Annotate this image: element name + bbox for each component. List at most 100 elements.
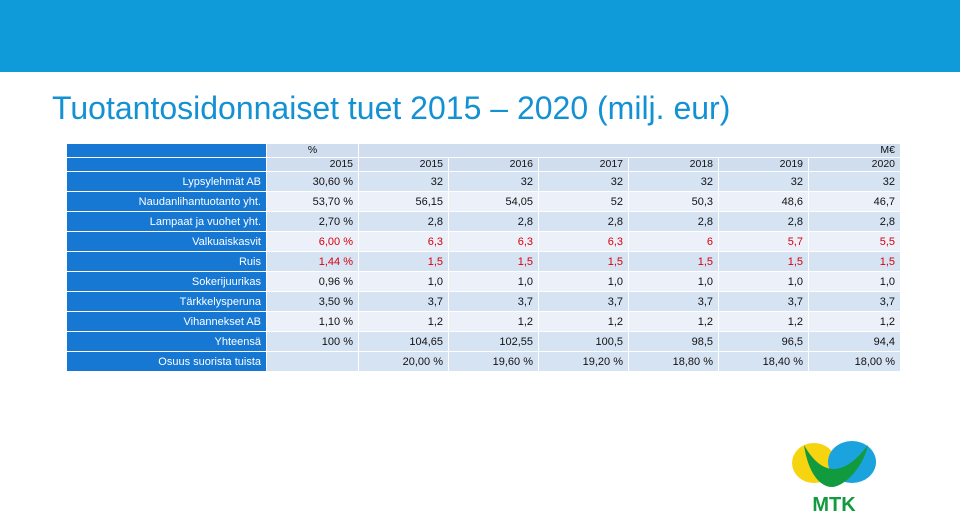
row-label: Naudanlihantuotanto yht. [66,191,267,212]
page-title: Tuotantosidonnaiset tuet 2015 – 2020 (mi… [52,90,731,126]
year-header: 2015 [266,157,359,172]
table-cell: 2,8 [358,211,449,232]
row-label: Ruis [66,251,267,272]
table-cell: 2,8 [718,211,809,232]
top-banner [0,0,960,72]
table-cell: 30,60 % [266,171,359,192]
table-cell: 5,7 [718,231,809,252]
table-cell: 1,5 [718,251,809,272]
table-cell: 18,40 % [718,351,809,372]
table-cell: 102,55 [448,331,539,352]
table-row: Vihannekset AB 1,10 % 1,2 1,2 1,2 1,2 1,… [66,311,901,332]
corner-cell [66,157,267,172]
table-cell: 96,5 [718,331,809,352]
table-cell: 3,50 % [266,291,359,312]
table-cell: 1,0 [538,271,629,292]
table-cell: 3,7 [448,291,539,312]
row-label: Sokerijuurikas [66,271,267,292]
table-cell: 32 [448,171,539,192]
row-label: Valkuaiskasvit [66,231,267,252]
table-cell: 104,65 [358,331,449,352]
table-cell: 1,0 [718,271,809,292]
row-label: Osuus suorista tuista [66,351,267,372]
table-cell: 2,70 % [266,211,359,232]
year-header: 2020 [808,157,901,172]
table-cell: 3,7 [628,291,719,312]
table-cell: 1,2 [358,311,449,332]
table-cell: 1,5 [358,251,449,272]
mtk-logo-mark: MTK [792,441,876,516]
table-cell: 2,8 [538,211,629,232]
table-cell: 2,8 [448,211,539,232]
table-cell: 32 [808,171,901,192]
header-row-units: % M€ [66,143,901,158]
table-cell: 98,5 [628,331,719,352]
mtk-logo: MTK [784,437,884,517]
table-cell: 3,7 [718,291,809,312]
year-header: 2017 [538,157,629,172]
table-cell: 56,15 [358,191,449,212]
table-cell: 3,7 [538,291,629,312]
table-cell: 19,60 % [448,351,539,372]
table-cell: 2,8 [628,211,719,232]
table-cell: 32 [718,171,809,192]
table-cell: 3,7 [358,291,449,312]
table-cell: 1,5 [538,251,629,272]
table-cell [266,351,359,372]
year-header: 2019 [718,157,809,172]
table-cell: 48,6 [718,191,809,212]
table-cell: 6,3 [448,231,539,252]
table-cell: 6,3 [538,231,629,252]
unit-eur-header: M€ [358,143,901,158]
table-cell: 6,00 % [266,231,359,252]
table-cell: 1,0 [808,271,901,292]
table-row: Lampaat ja vuohet yht. 2,70 % 2,8 2,8 2,… [66,211,901,232]
table-row: Lypsylehmät AB 30,60 % 32 32 32 32 32 32 [66,171,901,192]
table-cell: 1,44 % [266,251,359,272]
row-label: Lypsylehmät AB [66,171,267,192]
table-cell: 1,0 [448,271,539,292]
table-cell: 18,80 % [628,351,719,372]
table-cell: 1,2 [448,311,539,332]
table-cell: 54,05 [448,191,539,212]
table-cell: 1,2 [538,311,629,332]
table-cell: 5,5 [808,231,901,252]
row-label: Tärkkelysperuna [66,291,267,312]
year-header: 2015 [358,157,449,172]
row-label: Yhteensä [66,331,267,352]
unit-percent-header: % [266,143,359,158]
table-row: Naudanlihantuotanto yht. 53,70 % 56,15 5… [66,191,901,212]
table-cell: 53,70 % [266,191,359,212]
table-cell: 1,0 [628,271,719,292]
row-label: Lampaat ja vuohet yht. [66,211,267,232]
table-cell: 100 % [266,331,359,352]
table-cell: 6 [628,231,719,252]
logo-text: MTK [812,494,856,516]
table-row: Osuus suorista tuista 20,00 % 19,60 % 19… [66,351,901,372]
year-header: 2018 [628,157,719,172]
table-cell: 100,5 [538,331,629,352]
table-cell: 32 [358,171,449,192]
table-row: Tärkkelysperuna 3,50 % 3,7 3,7 3,7 3,7 3… [66,291,901,312]
table-cell: 6,3 [358,231,449,252]
table-row: Yhteensä 100 % 104,65 102,55 100,5 98,5 … [66,331,901,352]
table-cell: 1,5 [628,251,719,272]
table-row: Valkuaiskasvit 6,00 % 6,3 6,3 6,3 6 5,7 … [66,231,901,252]
table-cell: 1,2 [808,311,901,332]
table-row: Ruis 1,44 % 1,5 1,5 1,5 1,5 1,5 1,5 [66,251,901,272]
table-row: Sokerijuurikas 0,96 % 1,0 1,0 1,0 1,0 1,… [66,271,901,292]
table-cell: 50,3 [628,191,719,212]
table-cell: 2,8 [808,211,901,232]
table-cell: 0,96 % [266,271,359,292]
table-cell: 32 [628,171,719,192]
table-cell: 1,2 [628,311,719,332]
table-cell: 32 [538,171,629,192]
table-cell: 18,00 % [808,351,901,372]
logo-green-shape [804,445,868,487]
subsidy-table: % M€ 2015 2015 2016 2017 2018 2019 2020 … [66,143,901,372]
table-cell: 19,20 % [538,351,629,372]
table-cell: 52 [538,191,629,212]
table-cell: 94,4 [808,331,901,352]
year-header: 2016 [448,157,539,172]
table-cell: 1,5 [448,251,539,272]
